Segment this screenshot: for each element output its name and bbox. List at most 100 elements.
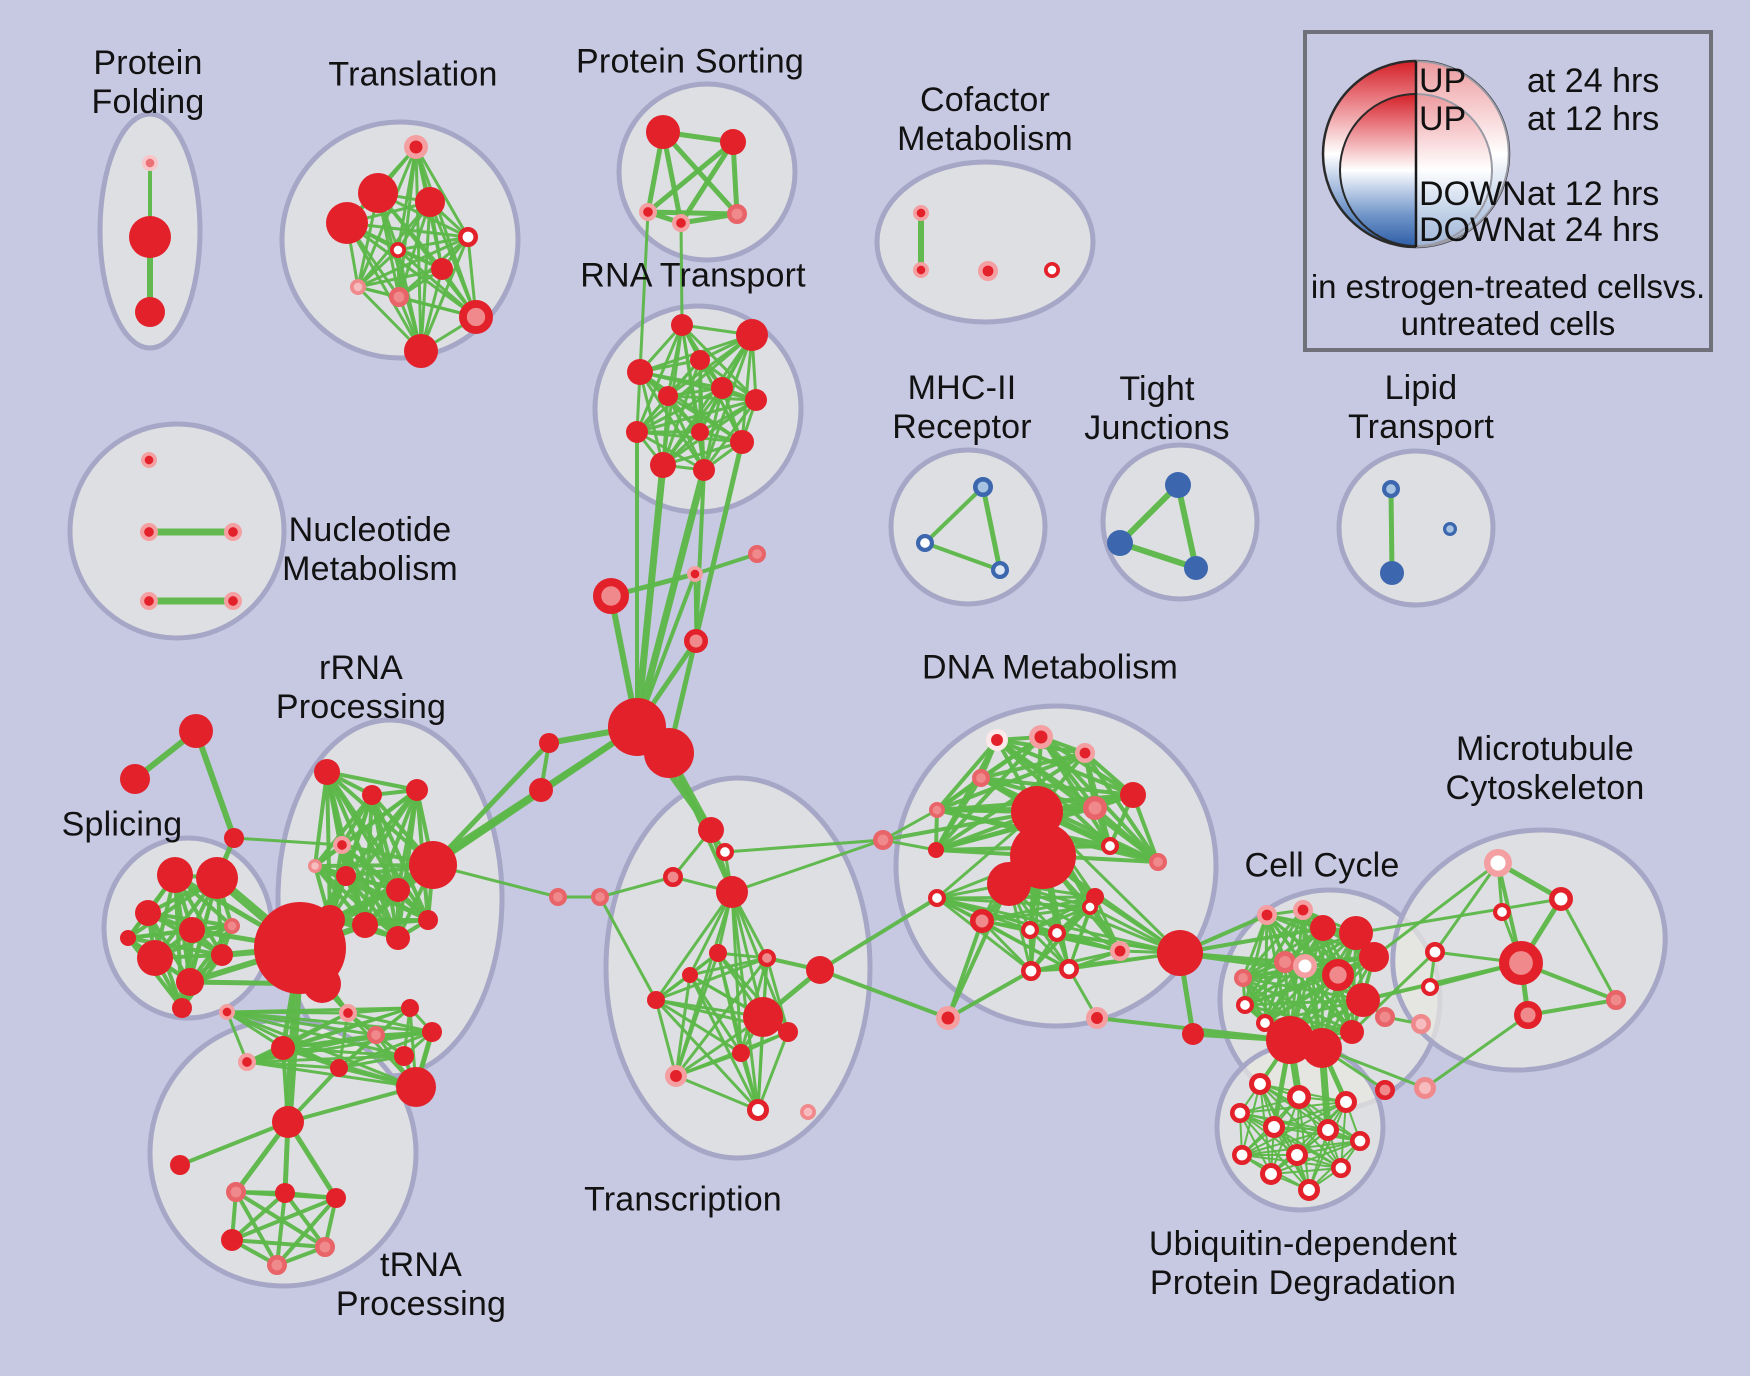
network-edge xyxy=(923,541,1002,572)
network-edge xyxy=(356,248,400,289)
gene-node xyxy=(396,1067,436,1107)
cluster-label-mhc-ii-receptor: MHC-II Receptor xyxy=(892,369,1032,446)
network-edge xyxy=(313,793,374,868)
gene-node xyxy=(157,857,193,893)
gene-node xyxy=(778,1022,798,1042)
gene-node xyxy=(422,1022,442,1042)
network-edge xyxy=(1241,1129,1329,1156)
network-edge xyxy=(345,221,478,319)
network-edge xyxy=(1067,905,1092,971)
gene-node xyxy=(747,1099,770,1122)
cluster-label-rrna-processing: rRNA Processing xyxy=(275,649,447,726)
cluster-ellipse-cofactor-metabolism xyxy=(874,159,1096,325)
cluster-label-tight-junctions: Tight Junctions xyxy=(1084,370,1230,447)
gene-node xyxy=(549,888,568,907)
gene-node xyxy=(352,912,378,938)
network-edge xyxy=(935,776,983,812)
cluster-label-splicing: Splicing xyxy=(61,805,183,844)
network-edge xyxy=(654,998,743,1055)
gene-node xyxy=(386,926,410,950)
gene-node xyxy=(418,910,438,930)
gene-node xyxy=(639,203,658,222)
gene-node xyxy=(806,956,834,984)
network-edge xyxy=(344,874,400,940)
gene-node xyxy=(221,1229,243,1251)
network-edge xyxy=(1350,950,1437,1034)
legend-row-down-12: DOWNat 12 hrs xyxy=(1419,175,1660,213)
gene-node xyxy=(303,965,341,1003)
network-edge xyxy=(225,1006,412,1014)
gene-node xyxy=(539,733,559,753)
gene-node xyxy=(314,759,340,785)
gene-node xyxy=(1020,960,1041,981)
gene-node xyxy=(388,286,409,307)
gene-node xyxy=(140,592,159,611)
cluster-label-cofactor-metabolism: Cofactor Metabolism xyxy=(897,81,1073,158)
gene-node xyxy=(367,1025,386,1044)
network-edge xyxy=(230,1238,327,1249)
gene-node xyxy=(211,944,233,966)
network-edge xyxy=(245,1060,418,1089)
gene-node xyxy=(1331,1158,1352,1179)
gene-node xyxy=(404,134,429,159)
network-edge xyxy=(1423,1013,1530,1090)
network-edge xyxy=(1433,861,1500,954)
gene-node xyxy=(687,566,704,583)
network-edge xyxy=(1117,482,1181,546)
gene-node xyxy=(1274,951,1297,974)
gene-node xyxy=(135,900,161,926)
gene-node xyxy=(591,888,610,907)
network-edge xyxy=(1308,1101,1347,1191)
network-edge xyxy=(935,738,999,812)
gene-node xyxy=(1414,1077,1437,1100)
legend-row-up-12: UP at 12 hrs xyxy=(1419,100,1660,138)
gene-node xyxy=(406,779,428,801)
gene-node xyxy=(1233,969,1252,988)
cluster-label-nucleotide-metabolism: Nucleotide Metabolism xyxy=(282,511,458,588)
gene-node xyxy=(745,389,767,411)
gene-node xyxy=(1350,1131,1371,1152)
gene-node xyxy=(1549,887,1574,912)
gene-node xyxy=(1255,1014,1274,1033)
gene-node xyxy=(658,386,678,406)
gene-node xyxy=(172,998,192,1018)
gene-node xyxy=(720,129,746,155)
network-edge xyxy=(1083,751,1160,864)
cluster-label-protein-sorting: Protein Sorting xyxy=(576,42,804,81)
gene-node xyxy=(129,216,171,258)
gene-node xyxy=(730,430,754,454)
gene-node xyxy=(224,828,244,848)
gene-node xyxy=(709,944,727,962)
gene-node xyxy=(196,857,238,899)
gene-node xyxy=(272,1106,304,1138)
network-edge xyxy=(654,998,678,1078)
gene-node xyxy=(732,1044,750,1062)
network-edge xyxy=(638,370,758,402)
gene-node xyxy=(970,909,995,934)
network-edge xyxy=(225,1010,434,1034)
network-edge xyxy=(419,235,470,353)
network-edge xyxy=(1241,976,1365,1002)
cluster-label-translation: Translation xyxy=(328,55,498,94)
gene-node xyxy=(226,1182,247,1203)
cluster-ellipse-lipid-transport xyxy=(1336,448,1496,608)
network-edge xyxy=(679,221,684,327)
network-edge xyxy=(1241,976,1354,1034)
gene-node xyxy=(1499,940,1544,985)
gene-node xyxy=(800,1103,817,1120)
gene-node xyxy=(1310,915,1336,941)
gene-node xyxy=(736,319,768,351)
network-edge xyxy=(1263,931,1358,1025)
gene-node xyxy=(1425,941,1446,962)
cluster-label-ubiquitin-degradation: Ubiquitin-dependent Protein Degradation xyxy=(1148,1225,1458,1302)
gene-node xyxy=(1235,996,1254,1015)
gene-node xyxy=(972,769,991,788)
gene-node xyxy=(224,592,243,611)
gene-node xyxy=(1110,940,1131,961)
network-edge xyxy=(598,875,675,899)
gene-node xyxy=(1335,1091,1358,1114)
network-edge xyxy=(740,333,754,444)
gene-node xyxy=(1075,742,1096,763)
gene-node xyxy=(1293,899,1314,920)
network-edge xyxy=(232,836,344,847)
